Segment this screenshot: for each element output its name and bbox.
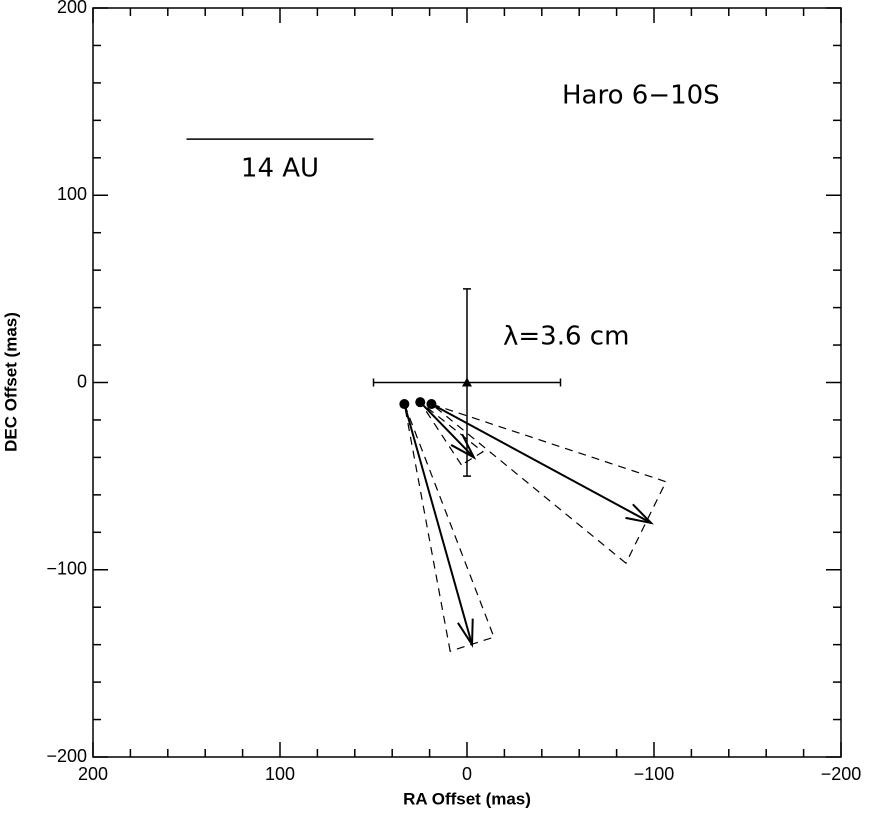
motion-arrow xyxy=(403,403,474,645)
arrow-head xyxy=(450,433,477,460)
y-tick-label: 200 xyxy=(57,0,87,17)
arrow-head xyxy=(457,618,474,648)
annotation: Haro 6−10S xyxy=(562,81,720,111)
scale-bar-label: 14 AU xyxy=(241,154,319,184)
motion-arrow xyxy=(419,401,475,459)
x-tick-label: 0 xyxy=(462,764,472,784)
position-point xyxy=(399,399,410,410)
y-tick-label: 100 xyxy=(57,184,87,204)
y-tick-label: −200 xyxy=(46,746,87,766)
y-tick-label: 0 xyxy=(77,371,87,391)
x-tick-label: −100 xyxy=(634,764,675,784)
position-point xyxy=(415,397,426,408)
motion-arrow xyxy=(430,403,652,524)
x-tick-label: 200 xyxy=(78,764,108,784)
y-tick-label: −100 xyxy=(46,559,87,579)
uncertainty-cone xyxy=(403,403,495,652)
y-axis-label: DEC Offset (mas) xyxy=(1,312,20,452)
annotation: λ=3.6 cm xyxy=(503,322,629,352)
arrow-head xyxy=(625,503,654,525)
reference-marker xyxy=(462,377,472,387)
x-axis-label: RA Offset (mas) xyxy=(403,789,531,808)
x-tick-label: 100 xyxy=(265,764,295,784)
x-tick-label: −200 xyxy=(821,764,862,784)
position-point xyxy=(426,399,437,410)
uncertainty-cone xyxy=(419,401,484,466)
